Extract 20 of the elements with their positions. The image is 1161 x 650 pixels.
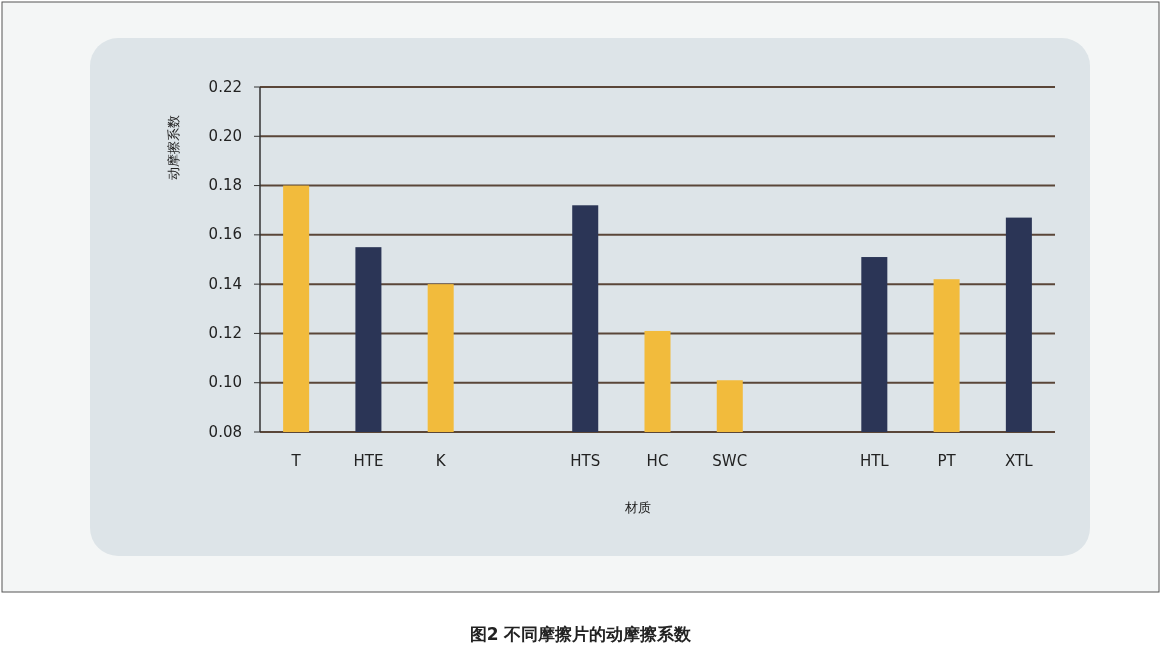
y-tick-label: 0.10 [208,373,242,392]
text: 图2 不同摩擦片的动摩擦系数 [469,624,693,644]
x-tick-label: HTS [570,452,601,470]
y-tick-label: 0.16 [208,225,242,244]
y-tick-label: 0.20 [208,126,242,145]
x-tick-label: PT [937,452,957,470]
y-tick-label: 0.12 [208,323,242,342]
x-tick-label: T [290,452,302,470]
x-axis-title: 材质 [623,500,651,515]
y-tick-label: 0.22 [208,77,242,96]
y-axis-title: 动摩擦系数 [166,114,181,180]
x-tick-label: XTL [1005,452,1034,470]
x-tick-label: HTE [353,452,384,470]
x-tick-label: HTL [859,452,890,470]
y-tick-label: 0.08 [208,422,242,441]
y-tick-label: 0.14 [208,274,242,293]
x-tick-label: K [435,452,447,470]
x-tick-label: SWC [712,452,748,470]
x-tick-label: HC [646,452,669,470]
y-tick-label: 0.18 [208,176,242,195]
